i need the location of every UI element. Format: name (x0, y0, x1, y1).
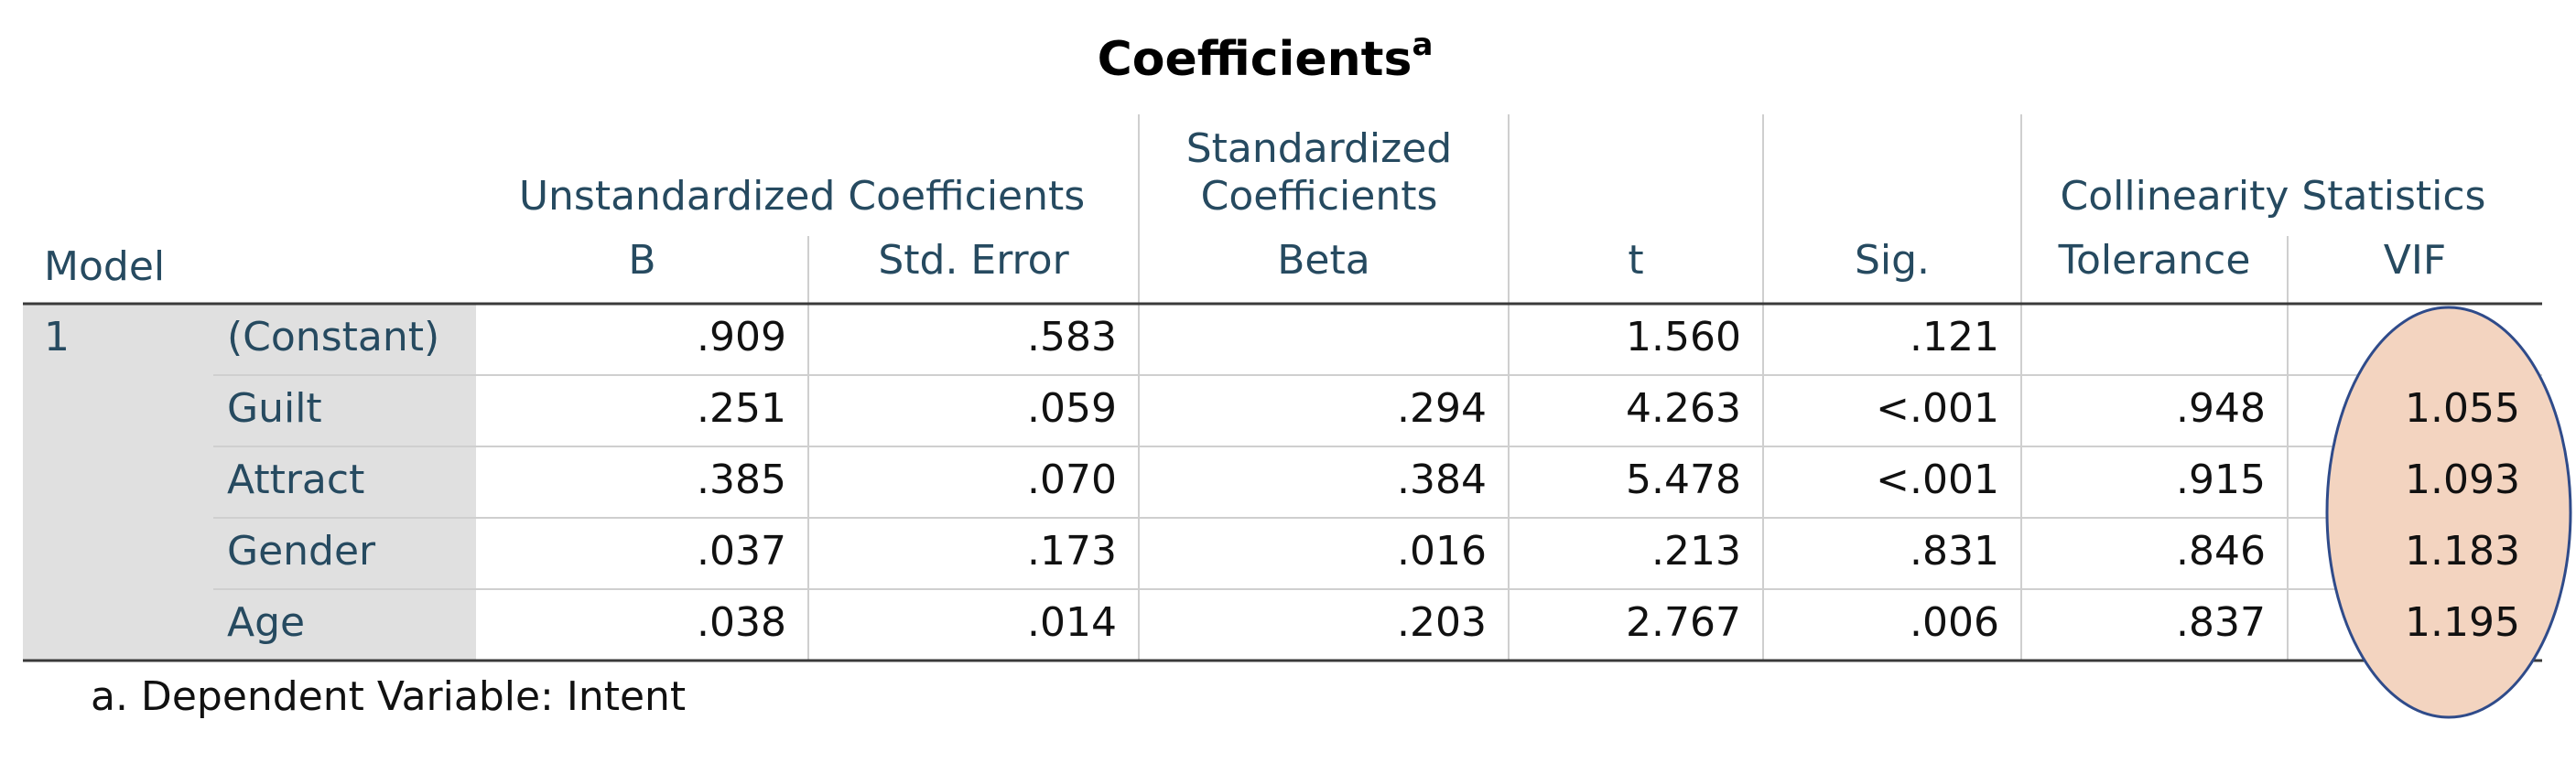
cell: 1.560 (1626, 314, 1741, 360)
column-header: t (1628, 237, 1643, 284)
cell: .251 (697, 385, 786, 432)
group-header: Unstandardized Coefficients (519, 173, 1085, 220)
cell: .014 (1027, 599, 1117, 646)
cell: 1.055 (2405, 385, 2520, 432)
title-text: Coefficients (1098, 32, 1412, 87)
label-background (23, 304, 476, 661)
column-header: Sig. (1855, 237, 1930, 284)
cell: <.001 (1876, 385, 1999, 432)
cell: .070 (1027, 457, 1117, 503)
cell: .831 (1910, 528, 1999, 575)
cell: .909 (697, 314, 786, 360)
cell: .059 (1027, 385, 1117, 432)
group-header: Collinearity Statistics (2061, 173, 2486, 220)
table-title: Coefficientsa (1098, 27, 1434, 88)
cell: .948 (2176, 385, 2266, 432)
cell: .006 (1910, 599, 1999, 646)
column-header: Beta (1277, 237, 1369, 284)
cell: 1.093 (2405, 457, 2520, 503)
column-header: VIF (2384, 237, 2446, 284)
row-label: (Constant) (227, 314, 439, 360)
group-header: Standardized (1186, 125, 1453, 172)
model-number: 1 (44, 314, 70, 360)
row-label: Attract (227, 457, 364, 503)
cell: .037 (697, 528, 786, 575)
model-header: Model (44, 243, 165, 290)
row-label: Gender (227, 528, 376, 575)
cell: .915 (2176, 457, 2266, 503)
cell: 4.263 (1626, 385, 1741, 432)
vif-highlight (2325, 306, 2572, 719)
group-header: Coefficients (1201, 173, 1438, 220)
cell: .173 (1027, 528, 1117, 575)
cell: 5.478 (1626, 457, 1741, 503)
cell: .121 (1910, 314, 1999, 360)
column-header: B (628, 237, 655, 284)
cell: .294 (1397, 385, 1487, 432)
cell: <.001 (1876, 457, 1999, 503)
cell: .846 (2176, 528, 2266, 575)
cell: .038 (697, 599, 786, 646)
cell: .837 (2176, 599, 2266, 646)
column-header: Tolerance (2058, 237, 2251, 284)
title-note: a (1412, 27, 1433, 63)
cell: .016 (1397, 528, 1487, 575)
row-label: Age (227, 599, 305, 646)
cell: 1.183 (2405, 528, 2520, 575)
cell: .384 (1397, 457, 1487, 503)
cell: .385 (697, 457, 786, 503)
column-header: Std. Error (878, 237, 1069, 284)
row-label: Guilt (227, 385, 322, 432)
cell: 2.767 (1626, 599, 1741, 646)
footnote: a. Dependent Variable: Intent (91, 673, 686, 720)
cell: .203 (1397, 599, 1487, 646)
cell: .213 (1651, 528, 1741, 575)
cell: 1.195 (2405, 599, 2520, 646)
cell: .583 (1027, 314, 1117, 360)
